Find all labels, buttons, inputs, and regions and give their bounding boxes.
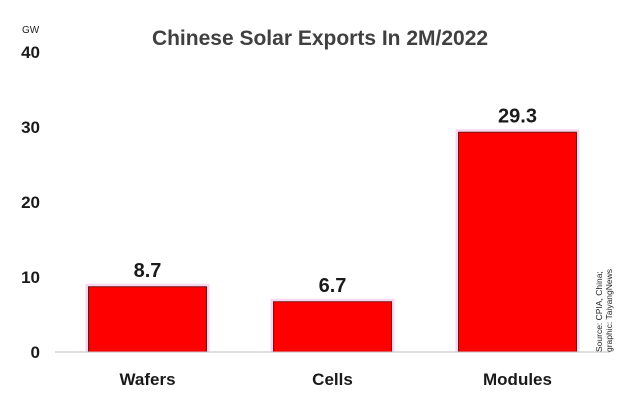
y-tick-label: 10 (21, 268, 40, 287)
y-tick-label: 30 (21, 118, 40, 137)
source-line-2: graphic: TaiyangNews (604, 269, 614, 352)
y-axis-ticks: 0 10 20 30 40 (21, 43, 40, 362)
x-axis-ticks: Wafers Cells Modules (119, 370, 552, 389)
source-note: Source: CPIA, China; graphic: TaiyangNew… (594, 269, 614, 352)
x-tick-label: Modules (483, 370, 552, 389)
data-label: 29.3 (498, 105, 537, 127)
chart-title: Chinese Solar Exports In 2M/2022 (152, 27, 488, 50)
y-tick-label: 20 (21, 193, 40, 212)
data-labels: 8.7 6.7 29.3 (134, 105, 537, 297)
bar-cells (273, 301, 392, 353)
y-axis-unit-label: GW (22, 25, 40, 36)
source-line-1: Source: CPIA, China; (594, 271, 604, 352)
bar-wafers (88, 286, 207, 353)
x-tick-label: Wafers (119, 370, 175, 389)
y-tick-label: 0 (31, 343, 40, 362)
data-label: 8.7 (134, 260, 162, 282)
bars-group (85, 129, 580, 353)
x-tick-label: Cells (312, 370, 353, 389)
y-tick-label: 40 (21, 43, 40, 62)
data-label: 6.7 (319, 275, 347, 297)
bar-modules (458, 131, 577, 353)
